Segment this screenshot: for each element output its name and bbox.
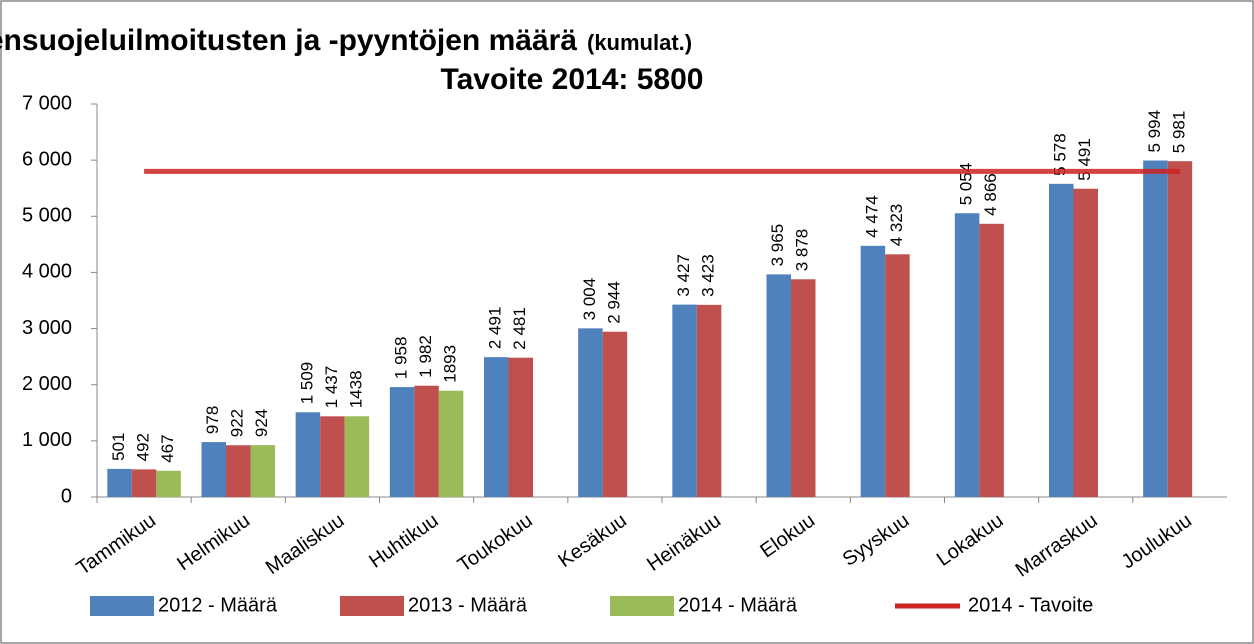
- bar: [791, 279, 816, 497]
- legend-label: 2013 - Määrä: [408, 594, 528, 616]
- bar: [107, 468, 132, 497]
- chart-subtitle: Tavoite 2014: 5800: [441, 63, 704, 96]
- value-label: 5 994: [1145, 110, 1164, 153]
- value-label: 3 423: [699, 254, 718, 297]
- title-note: (kumulat.): [587, 30, 692, 55]
- legend-label: 2012 - Määrä: [158, 594, 278, 616]
- y-tick-label: 2 000: [22, 373, 72, 395]
- value-label: 501: [109, 432, 128, 460]
- bar: [766, 274, 791, 497]
- y-tick-label: 5 000: [22, 205, 72, 227]
- legend-swatch: [340, 596, 404, 616]
- value-label: 1893: [441, 345, 460, 383]
- bar: [696, 304, 722, 497]
- value-label: 924: [252, 409, 271, 437]
- bar: [1167, 161, 1193, 497]
- value-label: 5 981: [1169, 111, 1188, 154]
- bar: [438, 390, 464, 497]
- bar: [885, 254, 910, 497]
- value-label: 1 958: [392, 337, 411, 380]
- value-label: 3 965: [768, 224, 787, 267]
- bar: [156, 470, 181, 497]
- bar: [344, 416, 370, 497]
- bar: [295, 412, 321, 497]
- bar: [1073, 188, 1098, 497]
- value-label: 978: [203, 406, 222, 434]
- value-label: 3 878: [793, 229, 812, 272]
- bar: [1143, 160, 1168, 497]
- y-tick-label: 6 000: [22, 148, 72, 170]
- bar: [979, 223, 1004, 498]
- value-label: 1 509: [297, 362, 316, 405]
- chart-title: Lastensuojeluilmoitusten ja -pyyntöjen m…: [0, 24, 577, 57]
- bar: [578, 328, 603, 497]
- bar: [672, 304, 697, 497]
- bar: [954, 213, 980, 497]
- value-label: 1 437: [322, 366, 341, 409]
- value-label: 5 578: [1051, 133, 1070, 176]
- bar: [484, 357, 509, 497]
- value-label: 922: [228, 409, 247, 437]
- bar: [508, 357, 533, 497]
- legend-swatch: [90, 596, 154, 616]
- bar: [860, 245, 886, 497]
- value-label: 2 481: [510, 307, 529, 350]
- value-label: 2 944: [604, 281, 623, 324]
- bar: [226, 445, 251, 497]
- legend-swatch: [610, 596, 674, 616]
- y-tick-label: 1 000: [22, 429, 72, 451]
- value-label: 492: [134, 433, 153, 461]
- bar: [389, 387, 415, 497]
- bar: [250, 445, 275, 497]
- legend-label: 2014 - Tavoite: [968, 594, 1093, 616]
- bar: [320, 416, 345, 497]
- value-label: 4 866: [981, 173, 1000, 216]
- value-label: 2 491: [486, 307, 505, 350]
- value-label: 4 474: [862, 195, 881, 238]
- value-label: 467: [158, 434, 177, 462]
- bar: [201, 442, 226, 497]
- y-tick-label: 3 000: [22, 317, 72, 339]
- value-label: 1 982: [416, 335, 435, 378]
- y-tick-label: 7 000: [22, 92, 72, 114]
- bar: [131, 469, 157, 497]
- value-label: 1438: [346, 370, 365, 408]
- y-tick-label: 4 000: [22, 261, 72, 283]
- bar: [1049, 183, 1074, 497]
- value-label: 3 004: [580, 278, 599, 321]
- value-label: 5 491: [1075, 138, 1094, 181]
- bar: [602, 331, 628, 497]
- y-tick-label: 0: [61, 485, 72, 507]
- bar: [414, 385, 439, 497]
- value-label: 3 427: [674, 254, 693, 297]
- legend-label: 2014 - Määrä: [678, 594, 798, 616]
- value-label: 4 323: [887, 204, 906, 247]
